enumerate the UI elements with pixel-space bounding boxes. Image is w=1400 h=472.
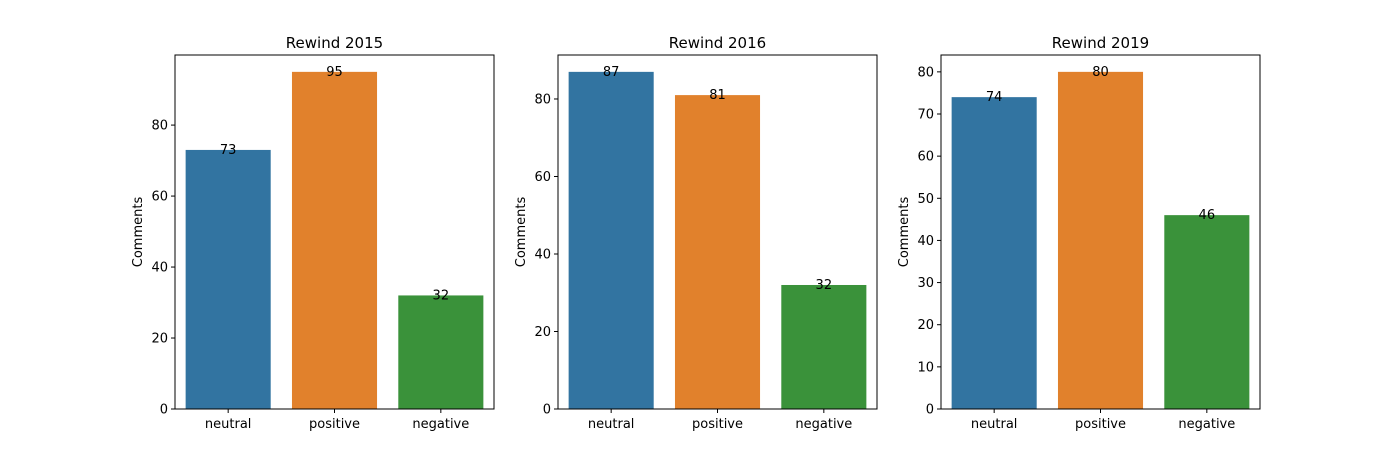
y-tick-label: 20 bbox=[534, 325, 551, 340]
y-tick-label: 70 bbox=[917, 108, 934, 123]
x-tick-label-neutral: neutral bbox=[971, 417, 1018, 432]
chart-title: Rewind 2019 bbox=[1052, 34, 1149, 52]
data-label-positive: 80 bbox=[1092, 65, 1109, 80]
data-label-negative: 32 bbox=[816, 278, 833, 293]
y-tick-label: 60 bbox=[151, 190, 168, 205]
chart-panel-1: 73 95 32 0 20 40 60 80 neutral positive negative Re… bbox=[131, 34, 495, 432]
x-tick-label-negative: negative bbox=[1178, 417, 1235, 432]
bar-neutral bbox=[568, 71, 654, 410]
x-tick-label-positive: positive bbox=[309, 417, 360, 432]
x-tick-label-neutral: neutral bbox=[205, 417, 252, 432]
x-tick-label-negative: negative bbox=[795, 417, 852, 432]
bar-negative bbox=[1164, 215, 1250, 409]
y-tick-label: 80 bbox=[917, 65, 934, 80]
y-tick-label: 0 bbox=[160, 403, 168, 418]
x-tick-label-positive: positive bbox=[692, 417, 743, 432]
bar-negative bbox=[398, 295, 484, 409]
y-tick-label: 0 bbox=[926, 403, 934, 418]
y-axis-label: Comments bbox=[897, 197, 912, 268]
y-tick-label: 40 bbox=[534, 247, 551, 262]
y-tick-label: 80 bbox=[151, 119, 168, 134]
data-label-positive: 95 bbox=[326, 65, 343, 80]
bar-neutral bbox=[951, 97, 1037, 409]
y-axis-label: Comments bbox=[514, 197, 529, 268]
x-tick-label-positive: positive bbox=[1075, 417, 1126, 432]
chart-panel-2: 87 81 32 0 20 40 60 80 neutral positive negative Re… bbox=[514, 34, 878, 432]
bar-negative bbox=[781, 284, 867, 409]
y-tick-label: 40 bbox=[917, 234, 934, 249]
data-label-neutral: 74 bbox=[986, 90, 1003, 105]
chart-title: Rewind 2016 bbox=[669, 34, 766, 52]
data-label-negative: 46 bbox=[1199, 208, 1216, 223]
x-tick-label-negative: negative bbox=[412, 417, 469, 432]
y-tick-label: 60 bbox=[534, 170, 551, 185]
data-label-positive: 81 bbox=[709, 88, 726, 103]
bar-positive bbox=[674, 95, 761, 410]
data-label-negative: 32 bbox=[433, 288, 450, 303]
y-tick-label: 10 bbox=[917, 360, 934, 375]
y-tick-label: 30 bbox=[917, 276, 934, 291]
y-axis-label: Comments bbox=[131, 197, 146, 268]
data-label-neutral: 73 bbox=[220, 143, 237, 158]
data-label-neutral: 87 bbox=[603, 65, 620, 80]
bar-neutral bbox=[185, 149, 271, 409]
y-tick-label: 0 bbox=[543, 403, 551, 418]
bar-positive bbox=[1057, 71, 1144, 410]
y-tick-label: 40 bbox=[151, 261, 168, 276]
y-tick-label: 20 bbox=[917, 318, 934, 333]
bar-positive bbox=[291, 71, 378, 410]
y-tick-label: 80 bbox=[534, 92, 551, 107]
y-tick-label: 20 bbox=[151, 332, 168, 347]
x-tick-label-neutral: neutral bbox=[588, 417, 635, 432]
chart-title: Rewind 2015 bbox=[286, 34, 383, 52]
y-tick-label: 50 bbox=[917, 192, 934, 207]
y-tick-label: 60 bbox=[917, 150, 934, 165]
chart-panel-3: 74 80 46 0 10 20 30 40 50 60 70 80 neutral positive ne… bbox=[897, 34, 1261, 432]
